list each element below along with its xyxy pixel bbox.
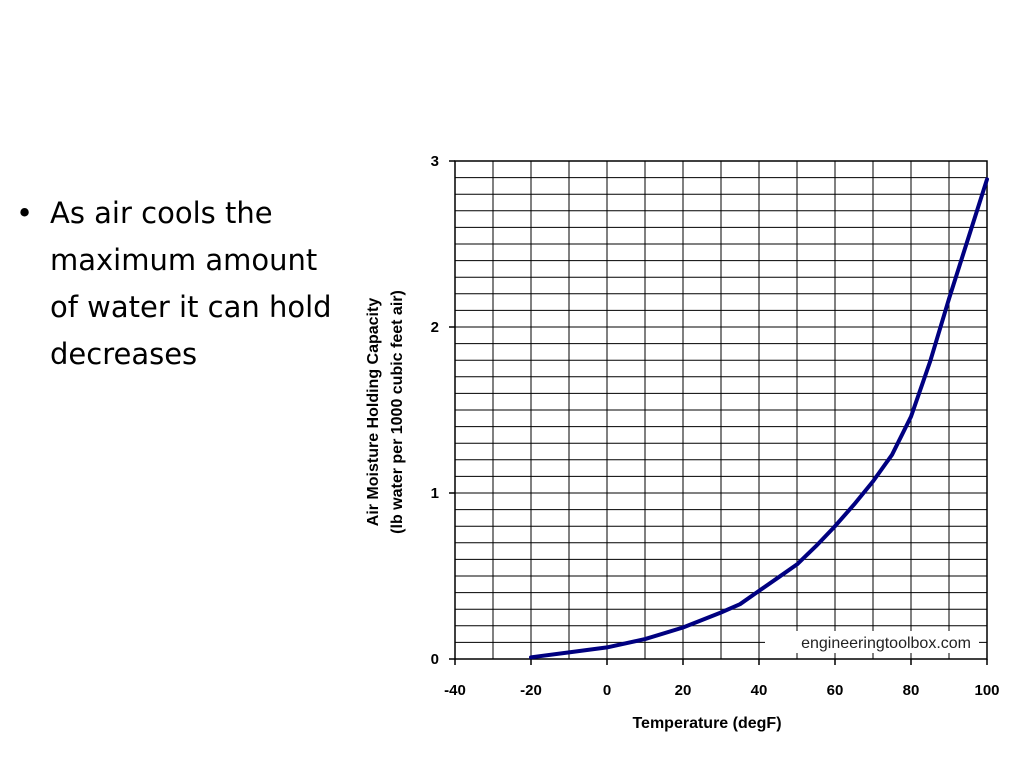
x-tick-label: 60 bbox=[827, 682, 844, 699]
chart-grid bbox=[455, 161, 987, 659]
y-tick-label: 1 bbox=[431, 485, 439, 502]
bullet-text: As air cools the maximum amount of water… bbox=[50, 196, 332, 371]
watermark-background bbox=[765, 631, 979, 653]
bullet-item: • As air cools the maximum amount of wat… bbox=[14, 190, 354, 378]
x-tick-label: -40 bbox=[444, 682, 466, 699]
y-axis-title-line: (lb water per 1000 cubic feet air) bbox=[389, 290, 406, 534]
x-tick-label: -20 bbox=[520, 682, 542, 699]
x-tick-label: 0 bbox=[603, 682, 611, 699]
x-tick-label: 40 bbox=[751, 682, 768, 699]
x-axis-title: Temperature (degF) bbox=[632, 715, 781, 732]
y-tick-label: 3 bbox=[431, 153, 439, 170]
series-line bbox=[529, 177, 989, 660]
slide-bullet-list: • As air cools the maximum amount of wat… bbox=[14, 190, 354, 378]
y-axis-title-line: Air Moisture Holding Capacity bbox=[365, 298, 382, 527]
bullet-dot: • bbox=[16, 196, 34, 230]
watermark-text: engineeringtoolbox.com bbox=[801, 635, 971, 652]
chart-axes: 0 1 2 3 -40 -20 0 20 40 60 80 100 bbox=[431, 153, 1000, 699]
y-tick-label: 2 bbox=[431, 319, 439, 336]
plot-frame bbox=[454, 160, 988, 660]
x-tick-label: 100 bbox=[974, 682, 999, 699]
x-tick-label: 80 bbox=[903, 682, 920, 699]
chart-series bbox=[529, 177, 989, 660]
x-tick-label: 20 bbox=[675, 682, 692, 699]
y-tick-label: 0 bbox=[431, 651, 439, 668]
chart-labels: engineeringtoolbox.com Temperature (degF)… bbox=[365, 290, 979, 732]
